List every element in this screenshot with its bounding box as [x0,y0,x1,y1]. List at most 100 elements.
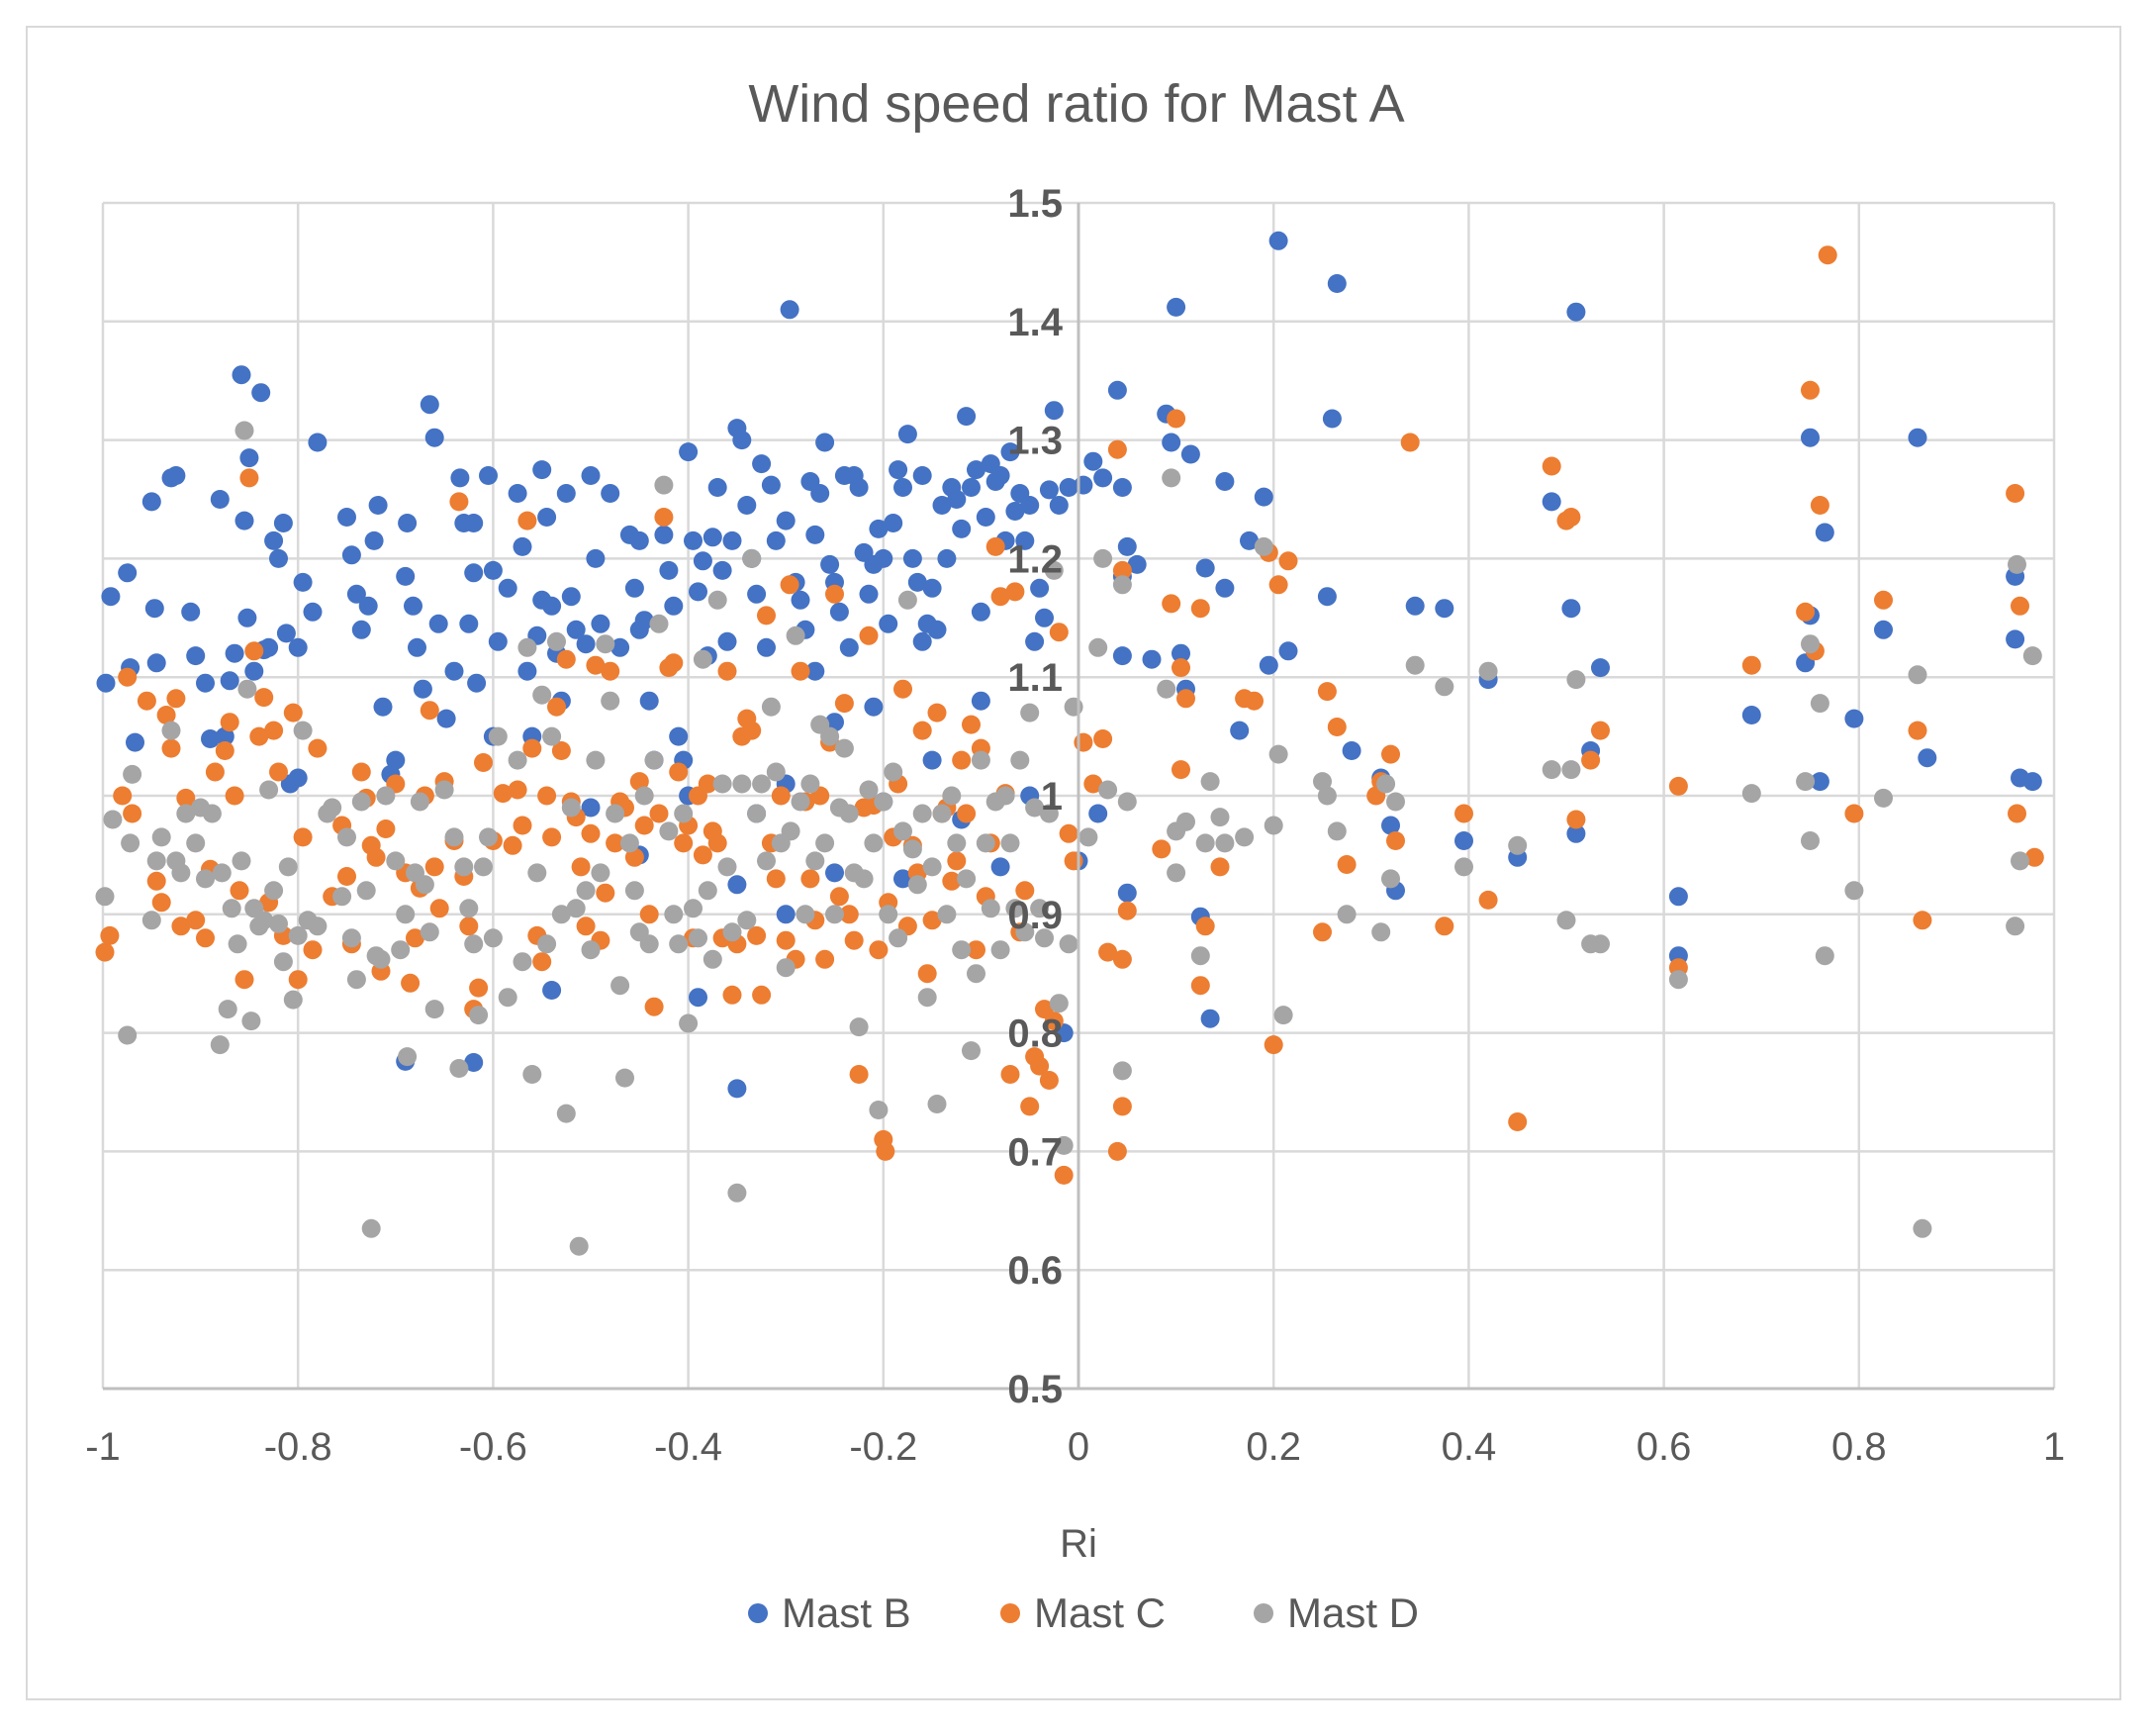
data-point [2006,629,2025,649]
data-point [1112,1061,1132,1081]
data-point [902,839,922,859]
y-tick-label: 1.2 [1007,537,1063,581]
data-point [771,786,791,806]
data-point [276,624,296,643]
data-point [780,575,799,595]
data-point [341,545,361,565]
data-point [522,738,542,758]
data-point [1107,1141,1127,1161]
data-point [1317,786,1337,806]
data-point [1167,863,1186,883]
legend-label: Mast D [1287,1590,1419,1636]
data-point [424,857,444,877]
data-point [820,726,840,746]
data-point [1566,302,1586,322]
data-point [222,899,241,918]
data-point [732,774,752,794]
data-point [210,490,230,509]
data-point [727,1079,747,1099]
x-tick-label: -1 [85,1425,121,1469]
data-point [1035,928,1054,948]
data-point [664,596,684,616]
data-point [146,871,166,891]
data-point [747,804,767,823]
data-point [537,508,557,527]
data-point [118,1025,138,1045]
x-tick-label: 1 [2043,1425,2065,1469]
data-point [1215,472,1235,491]
data-point [629,772,649,792]
data-point [917,964,937,984]
data-point [118,563,138,583]
chart-title: Wind speed ratio for Mast A [748,74,1404,134]
data-point [1059,934,1078,954]
data-point [527,863,547,883]
data-point [829,887,849,907]
data-point [532,952,552,972]
data-point [1015,881,1035,901]
data-point [1478,890,1498,910]
data-point [624,847,644,867]
data-point [712,774,732,794]
data-point [932,804,952,823]
data-point [664,653,684,673]
y-tick-label: 1.1 [1007,656,1063,700]
data-point [1162,433,1181,452]
data-point [488,726,508,746]
data-point [684,530,703,550]
data-point [791,590,810,610]
data-point [689,928,707,948]
data-point [1117,536,1137,556]
data-point [990,466,1010,485]
data-point [679,1013,699,1033]
data-point [1815,946,1834,966]
data-point [556,649,576,669]
data-point [893,869,912,889]
data-point [225,643,244,663]
data-point [1107,380,1127,400]
data-point [1317,682,1337,702]
data-point [288,970,308,990]
data-point [829,602,849,622]
data-point [1000,833,1020,853]
data-point [1210,857,1230,877]
data-point [1801,831,1820,850]
data-point [1064,851,1083,871]
legend-marker [1254,1603,1273,1623]
data-point [1117,792,1137,812]
data-point [1112,575,1132,595]
y-tick-label: 0.6 [1007,1249,1063,1293]
data-point [912,721,932,740]
data-point [1741,784,1761,804]
data-point [386,851,406,871]
data-point [1542,760,1561,780]
data-point [766,762,786,782]
data-point [654,508,674,527]
data-point [186,911,206,930]
data-point [962,715,981,734]
data-point [1542,456,1561,476]
data-point [1844,804,1864,823]
data-point [684,899,703,918]
data-point [146,653,166,673]
data-point [1874,788,1893,808]
data-point [1801,428,1820,447]
data-point [1313,922,1332,942]
data-point [464,934,484,954]
data-point [2022,772,2042,792]
data-point [493,784,513,804]
y-tick-label: 0.5 [1007,1368,1063,1411]
data-point [1668,776,1688,796]
data-point [703,528,722,547]
data-point [912,466,932,485]
data-point [186,833,206,853]
data-point [264,881,284,901]
data-point [752,454,772,474]
data-point [1093,729,1113,748]
y-tick-label: 1.5 [1007,182,1063,226]
data-point [141,492,161,512]
data-point [1844,709,1864,728]
data-point [308,738,328,758]
data-point [839,804,859,823]
data-point [571,857,591,877]
